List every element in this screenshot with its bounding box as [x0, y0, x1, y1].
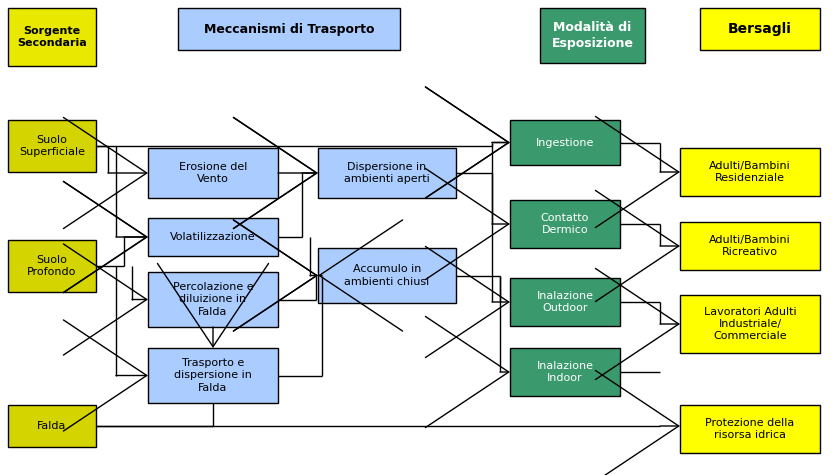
Text: Inalazione
Indoor: Inalazione Indoor [536, 361, 593, 383]
FancyBboxPatch shape [8, 405, 96, 447]
Text: Volatilizzazione: Volatilizzazione [170, 232, 256, 242]
Text: Sorgente
Secondaria: Sorgente Secondaria [17, 26, 87, 48]
FancyBboxPatch shape [148, 348, 278, 403]
FancyBboxPatch shape [8, 240, 96, 292]
Text: Meccanismi di Trasporto: Meccanismi di Trasporto [204, 22, 374, 36]
FancyBboxPatch shape [148, 272, 278, 327]
Text: Dispersione in
ambienti aperti: Dispersione in ambienti aperti [344, 162, 430, 184]
FancyBboxPatch shape [540, 8, 645, 63]
FancyBboxPatch shape [680, 148, 820, 196]
FancyBboxPatch shape [680, 295, 820, 353]
Text: Protezione della
risorsa idrica: Protezione della risorsa idrica [706, 418, 795, 440]
FancyBboxPatch shape [510, 278, 620, 326]
Text: Suolo
Superficiale: Suolo Superficiale [19, 135, 85, 157]
Text: Suolo
Profondo: Suolo Profondo [27, 255, 77, 277]
Text: Modalità di
Esposizione: Modalità di Esposizione [551, 21, 634, 50]
Text: Contatto
Dermico: Contatto Dermico [541, 213, 589, 235]
FancyBboxPatch shape [318, 148, 456, 198]
Text: Inalazione
Outdoor: Inalazione Outdoor [536, 291, 593, 313]
Text: Bersagli: Bersagli [728, 22, 792, 36]
Text: Accumulo in
ambienti chiusi: Accumulo in ambienti chiusi [344, 264, 430, 287]
Text: Percolazione e
diluizione in
Falda: Percolazione e diluizione in Falda [172, 282, 253, 317]
FancyBboxPatch shape [8, 120, 96, 172]
FancyBboxPatch shape [178, 8, 400, 50]
Text: Falda: Falda [37, 421, 67, 431]
FancyBboxPatch shape [510, 348, 620, 396]
Text: Trasporto e
dispersione in
Falda: Trasporto e dispersione in Falda [174, 358, 252, 393]
FancyBboxPatch shape [318, 248, 456, 303]
FancyBboxPatch shape [510, 200, 620, 248]
FancyBboxPatch shape [148, 218, 278, 256]
FancyBboxPatch shape [8, 8, 96, 66]
Text: Lavoratori Adulti
Industriale/
Commerciale: Lavoratori Adulti Industriale/ Commercia… [704, 306, 796, 342]
FancyBboxPatch shape [680, 405, 820, 453]
FancyBboxPatch shape [680, 222, 820, 270]
Text: Erosione del
Vento: Erosione del Vento [179, 162, 247, 184]
FancyBboxPatch shape [148, 148, 278, 198]
Text: Ingestione: Ingestione [536, 137, 594, 148]
FancyBboxPatch shape [510, 120, 620, 165]
FancyBboxPatch shape [700, 8, 820, 50]
Text: Adulti/Bambini
Ricreativo: Adulti/Bambini Ricreativo [709, 235, 791, 257]
Text: Adulti/Bambini
Residenziale: Adulti/Bambini Residenziale [709, 161, 791, 183]
